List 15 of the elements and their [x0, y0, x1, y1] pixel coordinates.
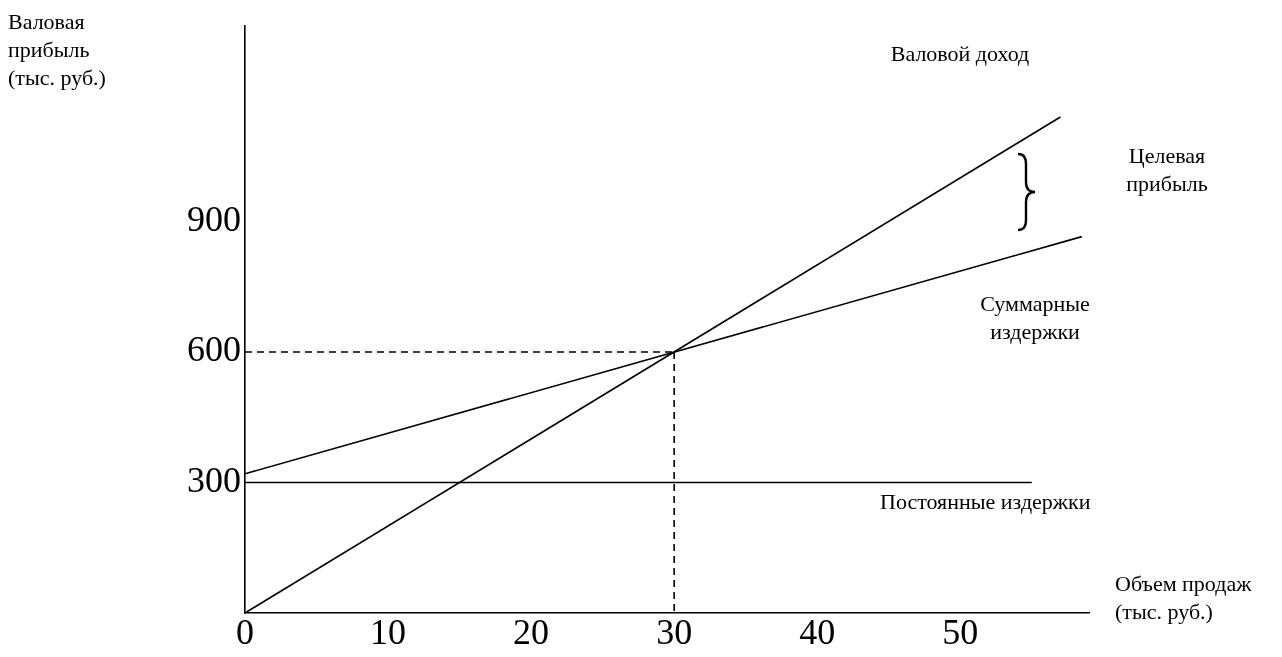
y-tick-label: 900	[187, 198, 241, 239]
x-tick-label: 30	[656, 612, 693, 653]
x-tick-label: 50	[942, 612, 979, 653]
text: Целевая прибыль	[1125, 142, 1209, 198]
y-axis-title: Валовая прибыль (тыс. руб.)	[8, 8, 107, 92]
x-tick-label: 20	[513, 612, 550, 653]
y-tick-label: 300	[187, 459, 241, 500]
text: Валовой доход	[889, 40, 1031, 68]
x-tick-label: 0	[236, 612, 254, 653]
series-label: Постоянные издержки	[880, 488, 1092, 516]
x-tick-label: 10	[370, 612, 407, 653]
x-tick-label: 40	[799, 612, 836, 653]
y-tick-label: 600	[187, 329, 241, 370]
series-label: Суммарные издержки	[979, 290, 1091, 346]
x-axis-title: Объем продаж (тыс. руб.)	[1115, 570, 1253, 626]
